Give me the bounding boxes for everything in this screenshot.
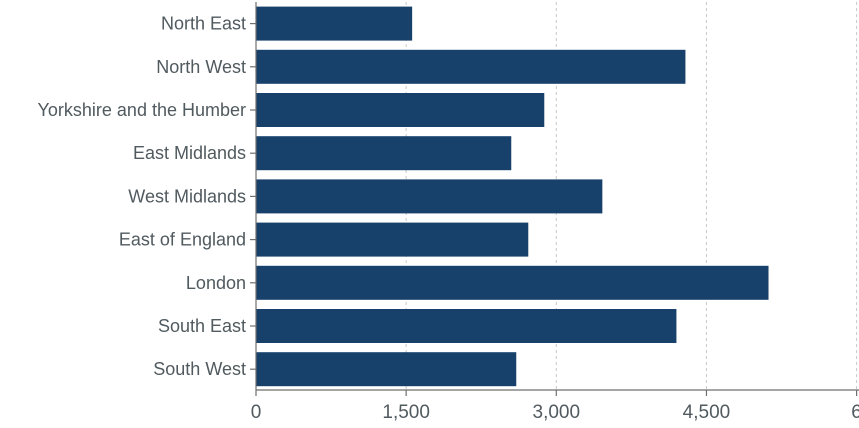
bar <box>256 179 603 214</box>
bar <box>256 6 413 41</box>
category-label: East Midlands <box>133 143 246 163</box>
labels: 0 1,500 3,000 4,500 6 North East North West Yor… <box>38 14 859 423</box>
category-label: South East <box>158 316 246 336</box>
bar <box>256 309 677 343</box>
x-tick-label: 3,000 <box>533 402 581 423</box>
category-label: North East <box>161 14 246 34</box>
category-label: East of England <box>119 230 246 250</box>
category-label: South West <box>153 359 246 379</box>
category-label: West Midlands <box>128 186 246 206</box>
bar <box>256 265 769 300</box>
bar <box>256 222 529 257</box>
bar <box>256 352 517 387</box>
bars <box>256 6 769 387</box>
category-label: North West <box>156 57 246 77</box>
category-label: London <box>186 273 246 293</box>
x-tick-label: 0 <box>251 402 262 423</box>
x-tick-label: 1,500 <box>382 402 430 423</box>
category-label: Yorkshire and the Humber <box>38 100 246 120</box>
x-tick-label: 4,500 <box>683 402 731 423</box>
x-tick-label: 6 <box>851 402 859 423</box>
bar <box>256 136 512 171</box>
bar <box>256 49 686 84</box>
bar <box>256 93 545 127</box>
